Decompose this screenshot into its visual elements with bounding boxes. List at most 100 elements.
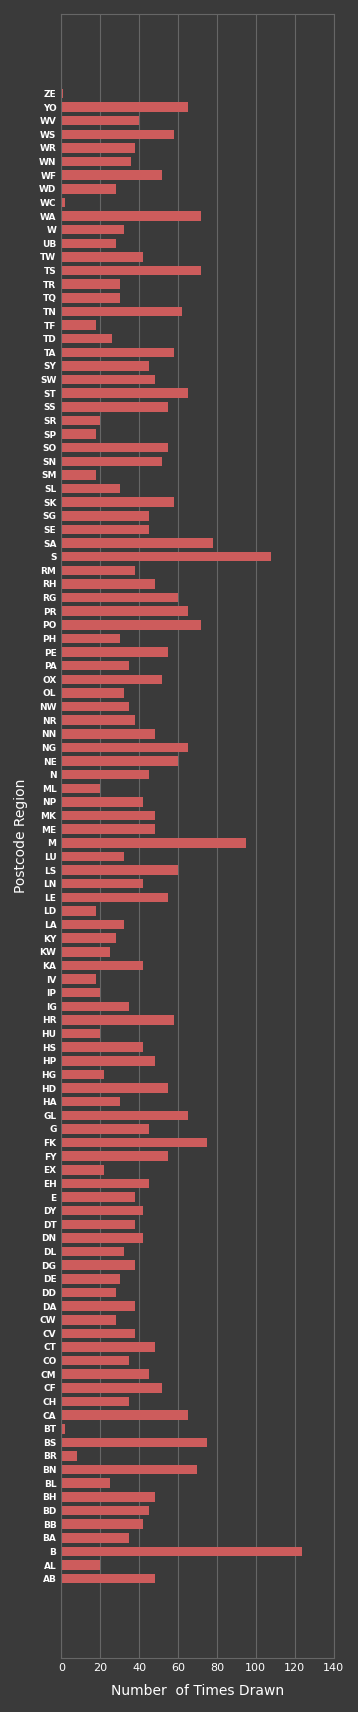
Bar: [61, 130, 174, 139]
Bar: [61, 729, 155, 738]
Bar: [61, 675, 163, 685]
Bar: [61, 512, 149, 520]
Bar: [61, 865, 178, 875]
Bar: [61, 89, 63, 98]
Bar: [61, 1424, 65, 1433]
Bar: [61, 348, 174, 358]
Bar: [61, 1356, 129, 1366]
Bar: [61, 1152, 168, 1161]
Bar: [61, 1097, 120, 1106]
Bar: [61, 633, 120, 644]
Bar: [61, 1274, 120, 1284]
Bar: [61, 960, 143, 971]
Bar: [61, 197, 65, 207]
Bar: [61, 1493, 155, 1501]
Bar: [61, 892, 168, 902]
Bar: [61, 1479, 110, 1488]
Bar: [61, 211, 201, 221]
Bar: [61, 1002, 129, 1012]
Bar: [61, 1329, 135, 1339]
Bar: [61, 116, 139, 125]
Bar: [61, 1111, 188, 1120]
Bar: [61, 716, 135, 724]
Bar: [61, 1205, 143, 1216]
Bar: [61, 306, 182, 317]
Bar: [61, 1397, 129, 1406]
Bar: [61, 702, 129, 710]
Bar: [61, 158, 131, 166]
Bar: [61, 265, 201, 276]
Bar: [61, 974, 96, 984]
Bar: [61, 1260, 135, 1270]
Bar: [61, 1560, 100, 1570]
Bar: [61, 743, 188, 752]
Bar: [61, 1315, 116, 1325]
Bar: [61, 1452, 77, 1460]
Bar: [61, 334, 112, 344]
Bar: [61, 471, 96, 479]
Bar: [61, 1178, 149, 1188]
X-axis label: Number  of Times Drawn: Number of Times Drawn: [111, 1685, 284, 1698]
Bar: [61, 252, 143, 262]
Bar: [61, 1532, 129, 1543]
Bar: [61, 688, 124, 698]
Bar: [61, 1070, 104, 1079]
Y-axis label: Postcode Region: Postcode Region: [14, 779, 28, 894]
Bar: [61, 1507, 149, 1515]
Bar: [61, 361, 149, 372]
Bar: [61, 784, 100, 793]
Bar: [61, 1246, 124, 1257]
Bar: [61, 565, 135, 575]
Bar: [61, 1546, 303, 1556]
Bar: [61, 1411, 188, 1419]
Bar: [61, 551, 271, 562]
Bar: [61, 279, 120, 289]
Bar: [61, 1138, 207, 1147]
Bar: [61, 183, 116, 193]
Bar: [61, 144, 135, 152]
Bar: [61, 402, 168, 411]
Bar: [61, 851, 124, 861]
Bar: [61, 375, 155, 383]
Bar: [61, 1233, 143, 1243]
Bar: [61, 320, 96, 330]
Bar: [61, 839, 246, 847]
Bar: [61, 1287, 116, 1298]
Bar: [61, 224, 124, 235]
Bar: [61, 579, 155, 589]
Bar: [61, 1084, 168, 1092]
Bar: [61, 1029, 100, 1039]
Bar: [61, 389, 188, 397]
Bar: [61, 606, 188, 616]
Bar: [61, 825, 155, 834]
Bar: [61, 1301, 135, 1311]
Bar: [61, 798, 143, 806]
Bar: [61, 1125, 149, 1133]
Bar: [61, 1043, 143, 1051]
Bar: [61, 647, 168, 657]
Bar: [61, 906, 96, 916]
Bar: [61, 171, 163, 180]
Bar: [61, 1166, 104, 1174]
Bar: [61, 770, 149, 779]
Bar: [61, 103, 188, 111]
Bar: [61, 1573, 155, 1584]
Bar: [61, 416, 100, 425]
Bar: [61, 592, 178, 603]
Bar: [61, 1465, 198, 1474]
Bar: [61, 919, 124, 930]
Bar: [61, 1383, 163, 1392]
Bar: [61, 293, 120, 303]
Bar: [61, 498, 174, 507]
Bar: [61, 238, 116, 248]
Bar: [61, 484, 120, 493]
Bar: [61, 1015, 174, 1025]
Bar: [61, 988, 100, 998]
Bar: [61, 878, 143, 889]
Bar: [61, 1370, 149, 1378]
Bar: [61, 1342, 155, 1352]
Bar: [61, 1192, 135, 1202]
Bar: [61, 443, 168, 452]
Bar: [61, 430, 96, 438]
Bar: [61, 524, 149, 534]
